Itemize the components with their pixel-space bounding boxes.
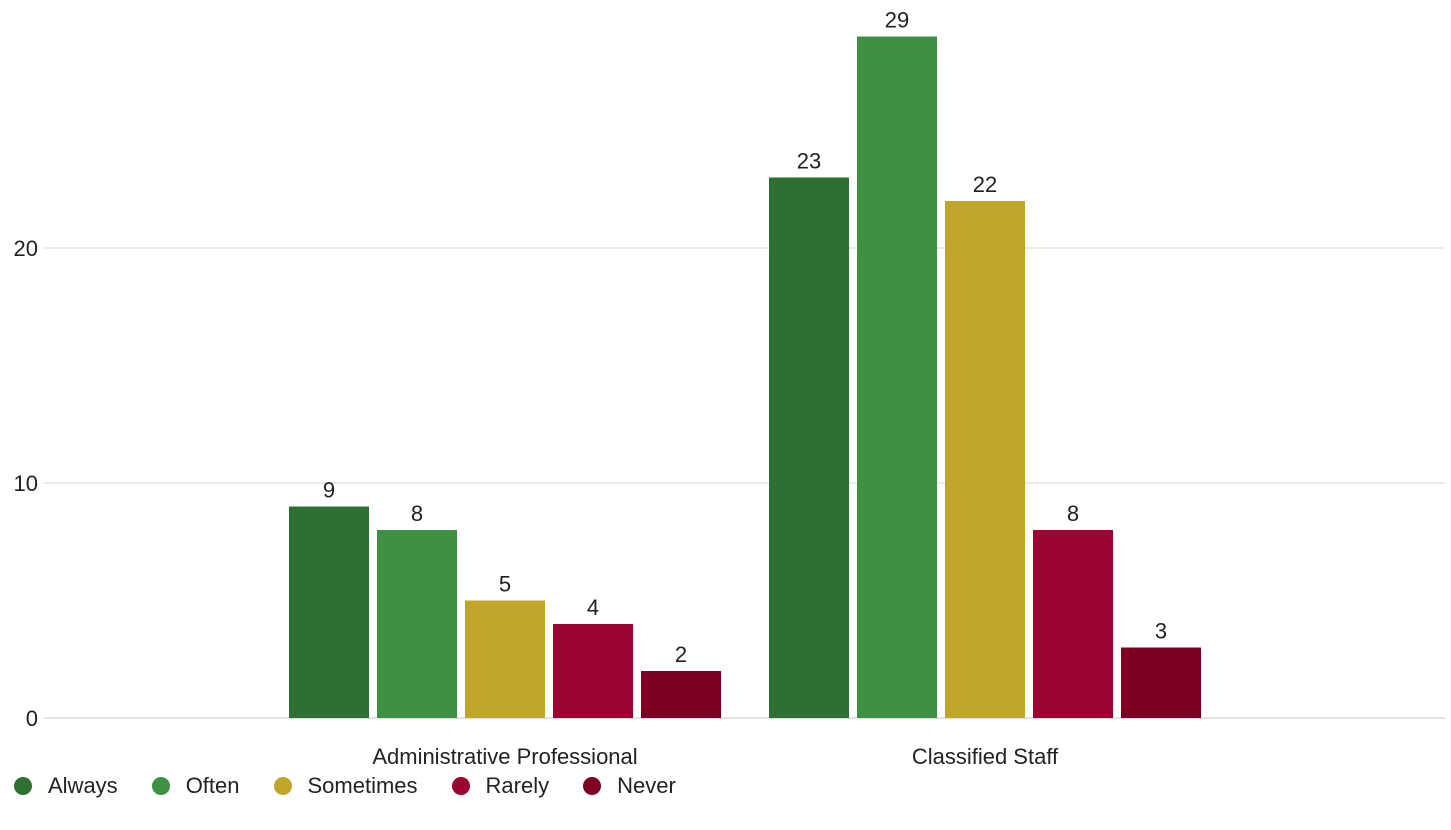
data-label: 8: [411, 501, 423, 526]
data-label: 3: [1155, 619, 1167, 644]
bar-rarely: [1033, 530, 1113, 718]
bar-chart: 0 10 20 9 8 5 4 2 23 29 22 8 3 Administrative Profe…: [14, 8, 1445, 769]
data-label: 8: [1067, 501, 1079, 526]
legend-item-always: Always: [14, 773, 118, 799]
data-label: 2: [675, 642, 687, 667]
bar-never: [1121, 647, 1201, 718]
legend-label: Rarely: [485, 773, 550, 798]
x-tick-label: Classified Staff: [912, 744, 1059, 769]
legend-item-rarely: Rarely: [451, 773, 550, 799]
y-tick-label: 0: [26, 706, 38, 731]
y-axis-ticks: 0 10 20: [14, 236, 38, 731]
legend-item-never: Never: [583, 773, 676, 799]
y-tick-label: 10: [14, 471, 38, 496]
legend-label: Never: [617, 773, 676, 798]
legend-marker: [273, 777, 292, 795]
bar-sometimes: [465, 600, 545, 718]
bar-always: [769, 177, 849, 718]
data-label: 9: [323, 478, 335, 503]
legend-marker: [583, 777, 602, 795]
legend: Always Often Sometimes Rarely Never: [14, 772, 710, 800]
bar-rarely: [553, 624, 633, 718]
bar-never: [641, 671, 721, 718]
legend-label: Sometimes: [307, 773, 418, 798]
bars: [289, 36, 1201, 718]
legend-label: Always: [48, 773, 118, 798]
bar-always: [289, 506, 369, 718]
x-tick-label: Administrative Professional: [372, 744, 637, 769]
data-label: 5: [499, 572, 511, 597]
x-axis-ticks: Administrative Professional Classified St…: [372, 744, 1059, 769]
legend-marker: [14, 777, 32, 795]
data-labels: 9 8 5 4 2 23 29 22 8 3: [323, 8, 1167, 668]
legend-item-sometimes: Sometimes: [273, 773, 418, 799]
data-label: 29: [885, 8, 909, 33]
y-tick-label: 20: [14, 236, 38, 261]
data-label: 23: [797, 149, 821, 174]
legend-label: Often: [185, 773, 240, 798]
bar-often: [857, 36, 937, 718]
legend-marker: [451, 777, 470, 795]
legend-item-often: Often: [151, 773, 240, 799]
gridlines: [44, 247, 1445, 719]
bar-often: [377, 530, 457, 718]
legend-marker: [151, 777, 170, 795]
bar-sometimes: [945, 201, 1025, 718]
data-label: 4: [587, 595, 599, 620]
data-label: 22: [973, 172, 997, 197]
